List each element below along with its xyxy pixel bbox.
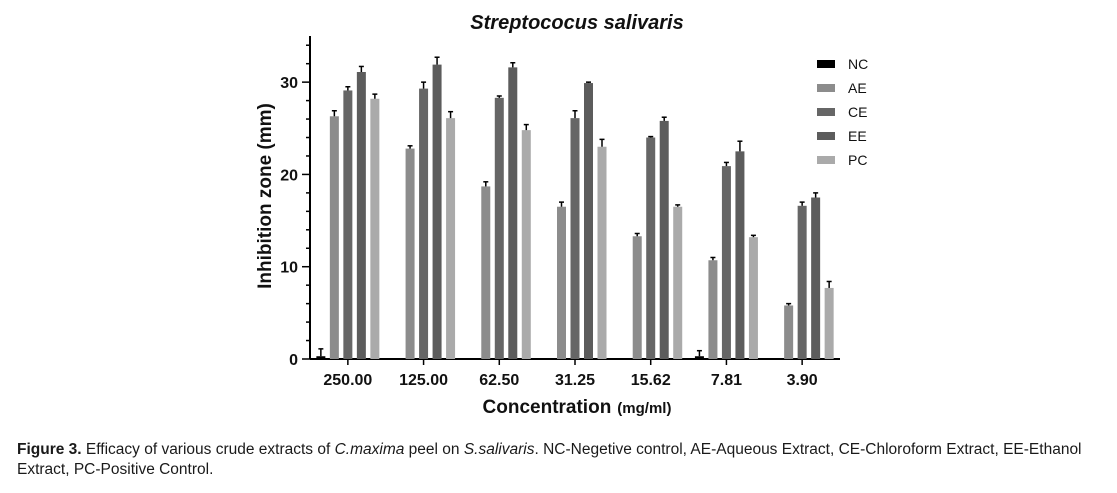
- bar-pc: [673, 206, 683, 359]
- legend-label-ce: CE: [848, 104, 867, 120]
- figure-caption: Figure 3. Efficacy of various crude extr…: [17, 440, 1112, 480]
- bar-ce: [797, 205, 807, 359]
- bar-ae: [329, 116, 339, 359]
- legend-label-ae: AE: [848, 80, 867, 96]
- bar-nc: [316, 356, 326, 359]
- bar-ee: [356, 71, 366, 360]
- bar-ee: [659, 120, 669, 359]
- bar-ee: [584, 83, 593, 360]
- x-tick-label: 15.62: [631, 372, 671, 389]
- y-axis-label: Inhibition zone (mm): [255, 103, 276, 289]
- legend-swatch-ce: [817, 108, 835, 116]
- bar-chart: Streptococus salivaris 0 10 20 30 250.00 125…: [255, 12, 868, 418]
- bar-nc: [694, 356, 704, 359]
- bar-ae: [557, 206, 566, 359]
- bar-ce: [721, 166, 731, 359]
- bar-ae: [708, 260, 718, 359]
- legend-label-pc: PC: [848, 152, 867, 168]
- bar-ae: [405, 148, 415, 359]
- y-axis: 0 10 20 30: [280, 36, 311, 369]
- bar-ee: [508, 67, 518, 360]
- x-axis-label-text: Concentration: [483, 397, 612, 418]
- bar-ce: [646, 137, 656, 359]
- y-tick-label: 20: [280, 167, 298, 184]
- legend-label-ee: EE: [848, 128, 867, 144]
- x-tick-label: 7.81: [711, 372, 742, 389]
- legend-swatch-ee: [817, 132, 835, 140]
- bar-ae: [784, 305, 794, 359]
- bar-ce: [343, 90, 353, 359]
- caption-text-2: peel on: [404, 441, 464, 458]
- bar-pc: [521, 130, 531, 359]
- y-tick-label: 30: [280, 75, 298, 92]
- bar-ce: [570, 118, 580, 360]
- legend-swatch-ae: [817, 84, 835, 92]
- caption-species-1: C.maxima: [334, 441, 405, 458]
- legend: NC AE CE EE PC: [817, 56, 868, 168]
- x-axis: 250.00 125.00 62.50 31.25 15.62 7.81 3.90: [310, 358, 840, 389]
- bar-ee: [811, 197, 821, 359]
- legend-swatch-pc: [817, 156, 835, 164]
- x-tick-label: 62.50: [479, 372, 519, 389]
- y-tick-label: 10: [280, 260, 298, 277]
- bar-ee: [432, 64, 442, 359]
- bar-ce: [494, 97, 504, 360]
- caption-species-2: S.salivaris: [463, 441, 535, 458]
- x-tick-label: 31.25: [555, 372, 595, 389]
- bar-series-group: [316, 56, 834, 360]
- bar-pc: [824, 287, 834, 359]
- bar-pc: [446, 118, 456, 360]
- x-tick-label: 125.00: [399, 372, 448, 389]
- bar-pc: [748, 237, 758, 359]
- x-axis-unit: (mg/ml): [617, 400, 671, 417]
- caption-text-3: . NC-Negetive control, AE-Aqueous Extrac…: [17, 441, 1082, 478]
- x-tick-label: 250.00: [323, 372, 372, 389]
- bar-ee: [735, 151, 745, 359]
- x-axis-label: Concentration (mg/ml): [483, 397, 672, 418]
- legend-label-nc: NC: [848, 56, 868, 72]
- y-tick-label: 0: [289, 352, 298, 369]
- bar-ae: [632, 236, 642, 359]
- legend-swatch-nc: [817, 60, 835, 68]
- bar-ce: [419, 88, 429, 360]
- caption-label: Figure 3.: [17, 441, 82, 458]
- x-tick-label: 3.90: [787, 372, 818, 389]
- caption-text-1: Efficacy of various crude extracts of: [81, 441, 335, 458]
- bar-pc: [597, 146, 607, 359]
- chart-title: Streptococus salivaris: [470, 12, 683, 34]
- bar-ae: [481, 186, 491, 359]
- bar-pc: [370, 98, 380, 360]
